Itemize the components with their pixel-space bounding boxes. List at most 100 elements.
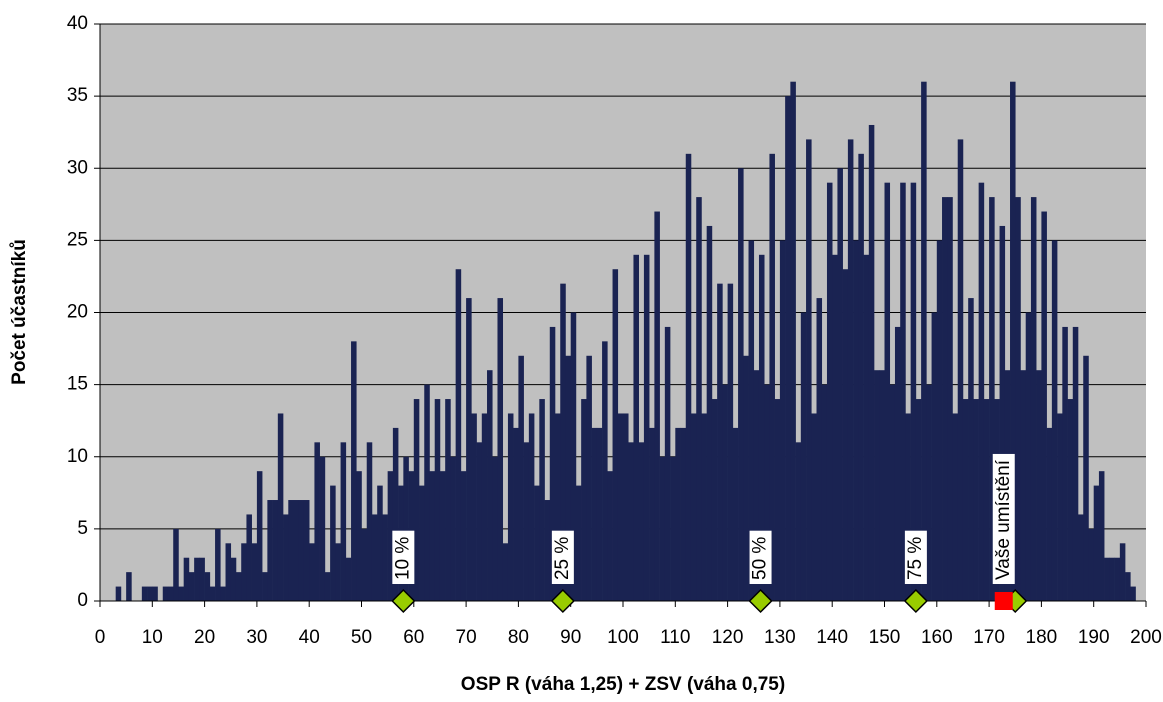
bar [612,269,619,601]
x-tick-label: 60 [403,627,424,648]
y-tick-label: 15 [67,374,88,395]
marker-label: 10 % [392,537,413,580]
bar [215,528,221,601]
bar [643,254,650,602]
bar [434,399,441,601]
bar [894,326,901,601]
bar [910,182,917,602]
bar [534,485,540,601]
bar [340,442,347,601]
y-tick-label: 40 [67,13,88,34]
bar [769,153,775,601]
bar [220,586,226,601]
bar [617,413,624,601]
bar [235,572,242,601]
marker-label: 25 % [552,537,573,580]
bar [371,514,378,601]
bar [711,399,718,601]
bar [403,456,409,601]
bar [858,153,864,601]
bar [978,182,985,602]
bar [1020,370,1027,601]
bar [1125,572,1131,601]
x-tick-label: 70 [456,627,477,648]
bar [1010,81,1016,601]
position-marker [994,592,1013,610]
x-tick-label: 80 [508,627,529,648]
bar [162,586,169,601]
bar [167,586,174,601]
bar [1114,557,1121,601]
y-tick-label: 10 [67,446,88,467]
bar [115,586,122,601]
marker-label-box [904,530,927,584]
bar [173,528,179,601]
marker-label: Vaše umístění [993,459,1014,580]
bar [283,514,289,601]
y-tick-label: 35 [67,85,88,106]
bar [738,168,744,601]
bar [654,211,660,601]
bar [345,557,352,601]
bar [199,557,205,601]
bar [842,269,849,601]
percentile-marker [748,588,773,614]
bar [758,254,765,602]
bar [732,427,739,601]
bar [1030,197,1037,601]
bar [785,96,791,601]
x-tick-label: 180 [1026,627,1058,648]
bar [816,298,823,601]
bar [868,124,875,601]
bar [968,298,974,601]
bar [387,471,394,601]
bar [1051,240,1058,601]
bar [251,543,258,601]
bar [183,557,190,601]
bar [1119,543,1126,601]
bar [607,471,613,601]
bar [560,283,566,601]
bar [267,500,273,601]
bar [973,399,979,601]
bar [826,182,833,602]
bar [450,456,456,601]
x-tick-label: 130 [764,627,796,648]
x-tick-label: 120 [712,627,744,648]
bar [277,413,284,601]
bar [502,543,509,601]
y-axis-title: Počet účastníků [9,239,30,385]
x-tick-label: 10 [142,627,163,648]
x-tick-label: 160 [921,627,953,648]
bar [649,427,655,601]
marker-label-box [551,530,574,584]
x-tick-label: 190 [1078,627,1110,648]
bar [466,298,472,601]
bar [753,370,760,601]
bar [1098,471,1105,601]
y-tick-label: 30 [67,157,88,178]
y-tick-label: 0 [77,590,88,611]
bar [706,225,713,601]
bar [1104,557,1110,601]
bar [952,413,959,601]
bar [983,399,990,601]
bar [528,413,535,601]
bar [806,139,812,601]
bar [518,355,524,601]
bar [633,254,639,602]
bar [413,399,420,601]
x-tick-label: 170 [973,627,1005,648]
bar [1036,370,1042,601]
bar [188,572,195,601]
bar [225,543,232,601]
bar [481,413,488,601]
bar [147,586,153,601]
bar [832,254,838,602]
bar [727,283,734,601]
bar [1093,485,1100,601]
x-tick-label: 100 [607,627,639,648]
bar [439,471,446,601]
bar [779,240,786,601]
